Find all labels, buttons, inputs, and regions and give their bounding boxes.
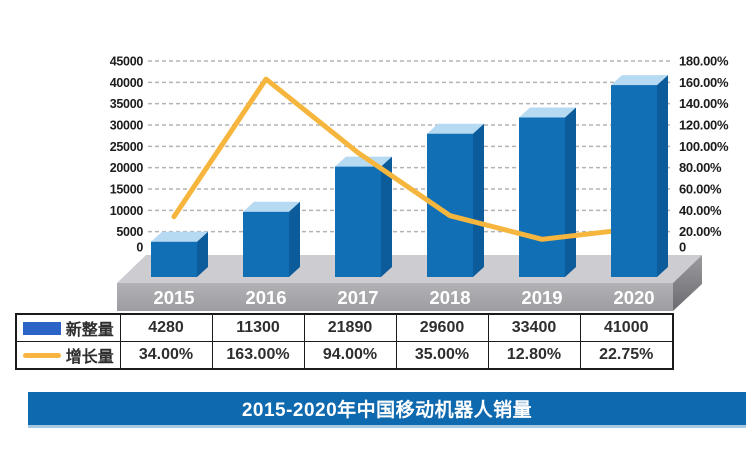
growth-value-2017: 94.00% <box>303 341 397 370</box>
year-label-2016: 2016 <box>245 287 286 308</box>
growth-value-2015: 34.00% <box>119 341 213 370</box>
year-label-2015: 2015 <box>153 287 194 308</box>
left-axis-tick: 20000 <box>110 161 144 175</box>
growth-value-2018: 35.00% <box>395 341 489 370</box>
right-axis-tick: 40.00% <box>679 203 722 218</box>
bar-2019 <box>519 117 565 277</box>
right-axis-tick: 160.00% <box>679 75 729 90</box>
line-series-swatch-icon <box>22 352 61 358</box>
bar-2015-top <box>151 231 208 242</box>
bar-2020-side <box>657 75 668 277</box>
left-axis-tick: 15000 <box>110 183 144 197</box>
left-axis-tick: 45000 <box>110 55 144 69</box>
bar-2019-side <box>565 107 576 277</box>
right-axis-tick: 100.00% <box>679 139 729 154</box>
left-axis-tick: 25000 <box>110 140 144 154</box>
right-axis-tick: 60.00% <box>679 182 722 197</box>
table-row-sales: 新整量 4280 11300 21890 29600 33400 41000 <box>15 313 674 342</box>
table-row-growth: 增长量 34.00% 163.00% 94.00% 35.00% 12.80% … <box>15 341 674 370</box>
growth-rate-line <box>171 76 637 242</box>
growth-legend-label: 增长量 <box>65 349 114 366</box>
left-axis-tick: 5000 <box>116 225 143 239</box>
chart-data-table: 新整量 4280 11300 21890 29600 33400 41000 增… <box>15 313 674 370</box>
sales-value-2017: 21890 <box>303 313 397 342</box>
bar-2020-top <box>611 75 668 86</box>
bar-2019-top <box>519 107 576 118</box>
bar-2017-side <box>381 156 392 277</box>
bar-series-swatch-icon <box>22 321 61 335</box>
sales-value-2016: 11300 <box>211 313 305 342</box>
year-label-2020: 2020 <box>613 287 654 308</box>
bar-2016-top <box>243 201 300 212</box>
bar-2017 <box>335 166 381 277</box>
left-axis-tick: 40000 <box>110 76 144 90</box>
sales-combo-chart: 0 5000 10000 15000 20000 25000 30000 35000 40000… <box>110 54 729 311</box>
title-banner: 2015-2020年中国移动机器人销量 <box>28 392 746 428</box>
right-axis-tick: 180.00% <box>679 54 729 69</box>
bar-2016 <box>243 211 289 277</box>
bar-2015-side <box>197 231 208 277</box>
left-axis-tick: 30000 <box>110 119 144 133</box>
platform-front <box>117 283 673 311</box>
left-axis-tick: 10000 <box>110 204 144 218</box>
year-label-2018: 2018 <box>429 287 470 308</box>
sales-legend-label: 新整量 <box>65 322 114 339</box>
sales-value-2015: 4280 <box>119 313 213 342</box>
bar-2016-side <box>289 201 300 277</box>
growth-value-2016: 163.00% <box>211 341 305 370</box>
right-axis-tick: 140.00% <box>679 96 729 111</box>
bar-2020 <box>611 85 657 277</box>
right-axis-tick: 20.00% <box>679 224 722 239</box>
right-axis-tick: 120.00% <box>679 118 729 133</box>
bar-2015 <box>151 241 197 277</box>
bar-2018-side <box>473 123 484 277</box>
bar-2018-top <box>427 123 484 134</box>
chart-title: 2015-2020年中国移动机器人销量 <box>241 400 533 421</box>
sales-value-2018: 29600 <box>395 313 489 342</box>
left-axis-tick: 0 <box>136 241 143 255</box>
platform-side <box>673 255 702 311</box>
growth-value-2020: 22.75% <box>579 341 674 370</box>
growth-value-2019: 12.80% <box>487 341 581 370</box>
data-table: 新整量 4280 11300 21890 29600 33400 41000 增… <box>15 313 674 370</box>
sales-value-2019: 33400 <box>487 313 581 342</box>
right-axis-tick: 80.00% <box>679 160 722 175</box>
sales-value-2020: 41000 <box>579 313 674 342</box>
right-axis-tick: 0 <box>679 240 686 255</box>
left-axis-tick: 35000 <box>110 97 144 111</box>
year-label-2017: 2017 <box>337 287 378 308</box>
sales-legend-cell: 新整量 <box>15 313 121 342</box>
growth-legend-cell: 增长量 <box>15 341 121 370</box>
year-label-2019: 2019 <box>521 287 562 308</box>
